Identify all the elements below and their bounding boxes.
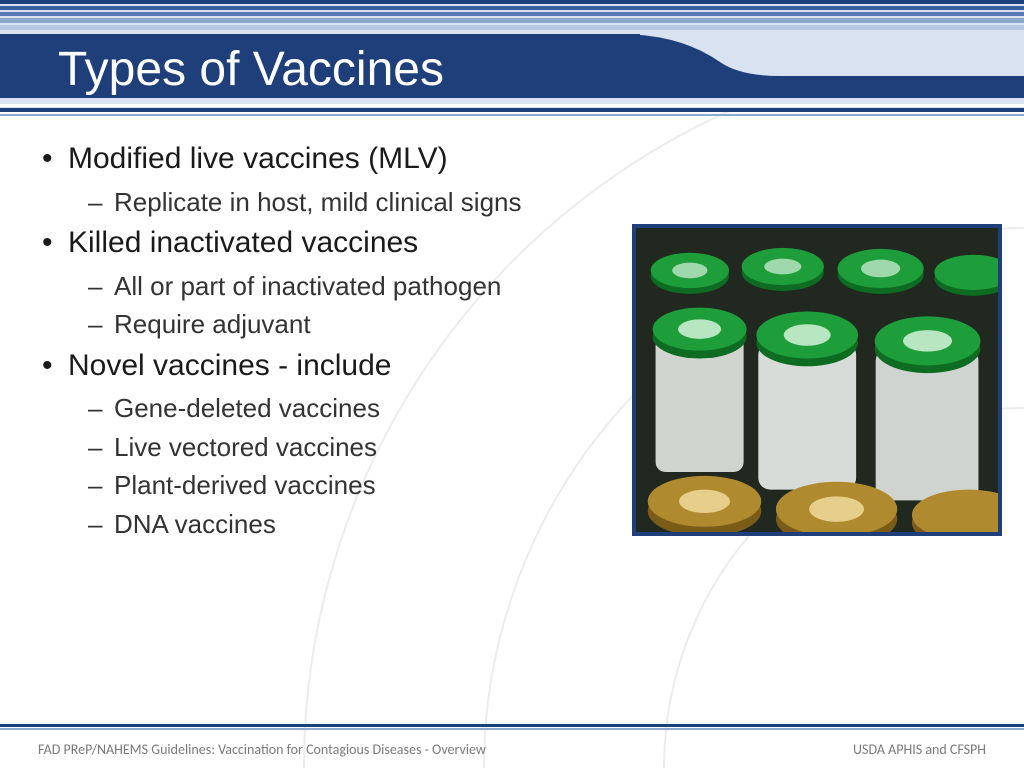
bullet-item: Require adjuvant — [114, 308, 600, 341]
bullet-item: Modified live vaccines (MLV) — [68, 140, 600, 178]
footer-right: USDA APHIS and CFSPH — [853, 741, 986, 758]
bullet-list: Modified live vaccines (MLV) Replicate i… — [40, 140, 600, 546]
footer-divider — [0, 724, 1024, 732]
bullet-item: DNA vaccines — [114, 508, 600, 541]
slide-title: Types of Vaccines — [58, 42, 444, 97]
bullet-item: Novel vaccines - include — [68, 347, 600, 385]
bullet-item: Killed inactivated vaccines — [68, 224, 600, 262]
slide-header: Types of Vaccines — [0, 0, 1024, 118]
bullet-item: Plant-derived vaccines — [114, 469, 600, 502]
bullet-item: Gene-deleted vaccines — [114, 392, 600, 425]
bullet-item: Live vectored vaccines — [114, 431, 600, 464]
bullet-item: Replicate in host, mild clinical signs — [114, 186, 600, 219]
bullet-item: All or part of inactivated pathogen — [114, 270, 600, 303]
footer-left: FAD PReP/NAHEMS Guidelines: Vaccination … — [38, 741, 486, 758]
footer: FAD PReP/NAHEMS Guidelines: Vaccination … — [0, 741, 1024, 758]
vaccine-vials-image — [632, 224, 1002, 536]
